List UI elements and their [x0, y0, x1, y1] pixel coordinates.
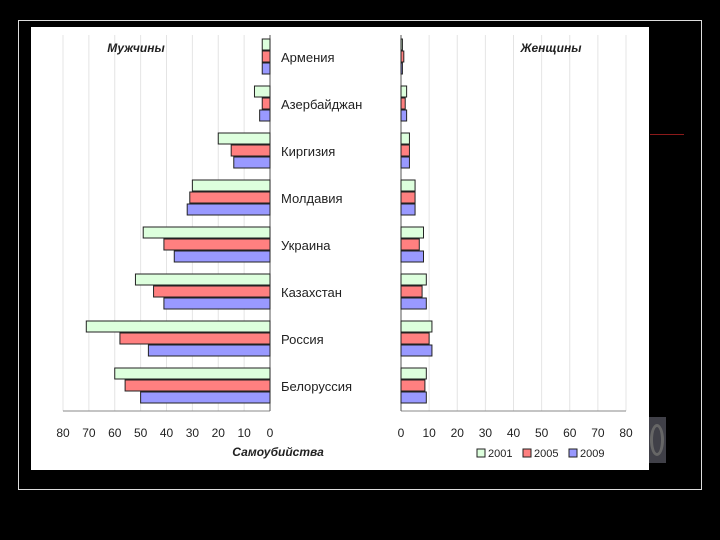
- tick-label-men: 80: [56, 426, 70, 440]
- bar-men-2009: [163, 297, 271, 310]
- category-label: Белоруссия: [281, 379, 352, 394]
- tick-label-men: 70: [82, 426, 96, 440]
- bar-men-2009: [261, 62, 271, 75]
- legend-label: 2001: [488, 448, 512, 460]
- bar-men-2005: [124, 379, 271, 392]
- tick-label-men: 10: [237, 426, 251, 440]
- tick-label-women: 20: [451, 426, 465, 440]
- tick-label-women: 80: [619, 426, 633, 440]
- women-panel-title: Женщины: [520, 41, 583, 55]
- legend-swatch-2009: [568, 448, 578, 458]
- bar-women-2005: [400, 191, 416, 204]
- bar-men-2001: [134, 273, 271, 286]
- tick-label-men: 30: [186, 426, 200, 440]
- tick-label-women: 0: [398, 426, 405, 440]
- chart: 80 70 60 50 40 30 20 10 0 0 10 20 30 40 50 60 70 80 Мужчин…: [56, 35, 633, 460]
- bar-men-2005: [163, 238, 271, 251]
- bar-women-2001: [400, 320, 433, 333]
- zero-icon: [650, 424, 664, 456]
- legend-label: 2005: [534, 448, 558, 460]
- category-label: Азербайджан: [281, 97, 362, 112]
- bar-women-2005: [400, 97, 406, 110]
- bar-women-2001: [400, 226, 424, 239]
- bar-men-2001: [217, 132, 271, 145]
- bar-men-2009: [186, 203, 271, 216]
- bar-men-2005: [189, 191, 271, 204]
- bar-women-2009: [400, 344, 433, 357]
- legend-label: 2009: [580, 448, 604, 460]
- bar-men-2009: [147, 344, 271, 357]
- bar-men-2001: [261, 38, 271, 51]
- bar-men-2001: [114, 367, 271, 380]
- bar-men-2009: [233, 156, 271, 169]
- bar-women-2005: [400, 238, 420, 251]
- category-label: Киргизия: [281, 144, 335, 159]
- accent-line: [650, 134, 684, 135]
- bar-men-2005: [153, 285, 271, 298]
- tick-label-men: 20: [212, 426, 226, 440]
- bar-women-2005: [400, 144, 410, 157]
- category-label: Украина: [281, 238, 331, 253]
- bar-women-2005: [400, 50, 405, 63]
- men-panel-title: Мужчины: [107, 41, 165, 55]
- bar-women-2009: [400, 250, 424, 263]
- category-label: Казахстан: [281, 285, 342, 300]
- bar-men-2009: [173, 250, 271, 263]
- bar-women-2005: [400, 332, 430, 345]
- bar-men-2001: [85, 320, 271, 333]
- legend-swatch-2005: [522, 448, 532, 458]
- category-label: Россия: [281, 332, 324, 347]
- category-label: Молдавия: [281, 191, 343, 206]
- tick-label-women: 60: [563, 426, 577, 440]
- bar-women-2001: [400, 273, 427, 286]
- tick-label-women: 10: [422, 426, 436, 440]
- chart-panel: 80 70 60 50 40 30 20 10 0 0 10 20 30 40 50 60 70 80 Мужчин…: [31, 27, 649, 470]
- bar-men-2005: [230, 144, 271, 157]
- tick-label-women: 50: [535, 426, 549, 440]
- x-axis-label: Самоубийства: [232, 445, 324, 459]
- bar-women-2009: [400, 391, 427, 404]
- tick-label-women: 70: [591, 426, 605, 440]
- bar-women-2009: [400, 156, 410, 169]
- bar-women-2001: [400, 85, 408, 98]
- bar-men-2009: [140, 391, 271, 404]
- bar-women-2005: [400, 379, 426, 392]
- bar-women-2009: [400, 297, 427, 310]
- bar-women-2001: [400, 367, 427, 380]
- bar-women-2009: [400, 62, 403, 75]
- bar-women-2005: [400, 285, 423, 298]
- tick-label-men: 50: [134, 426, 148, 440]
- tick-label-men: 40: [160, 426, 174, 440]
- bar-men-2001: [191, 179, 271, 192]
- tick-label-women: 30: [479, 426, 493, 440]
- bar-men-2009: [259, 109, 271, 122]
- bar-men-2001: [142, 226, 271, 239]
- category-label: Армения: [281, 50, 335, 65]
- tick-label-men: 0: [267, 426, 274, 440]
- bar-men-2005: [261, 97, 271, 110]
- bar-women-2001: [400, 132, 410, 145]
- bar-men-2001: [253, 85, 271, 98]
- legend-swatch-2001: [476, 448, 486, 458]
- bar-women-2001: [400, 179, 416, 192]
- tick-label-women: 40: [507, 426, 521, 440]
- bar-men-2005: [261, 50, 271, 63]
- bar-men-2005: [119, 332, 271, 345]
- tick-label-men: 60: [108, 426, 122, 440]
- bar-women-2009: [400, 203, 416, 216]
- bar-women-2001: [400, 38, 403, 51]
- bar-women-2009: [400, 109, 408, 122]
- slide-frame: [18, 20, 702, 490]
